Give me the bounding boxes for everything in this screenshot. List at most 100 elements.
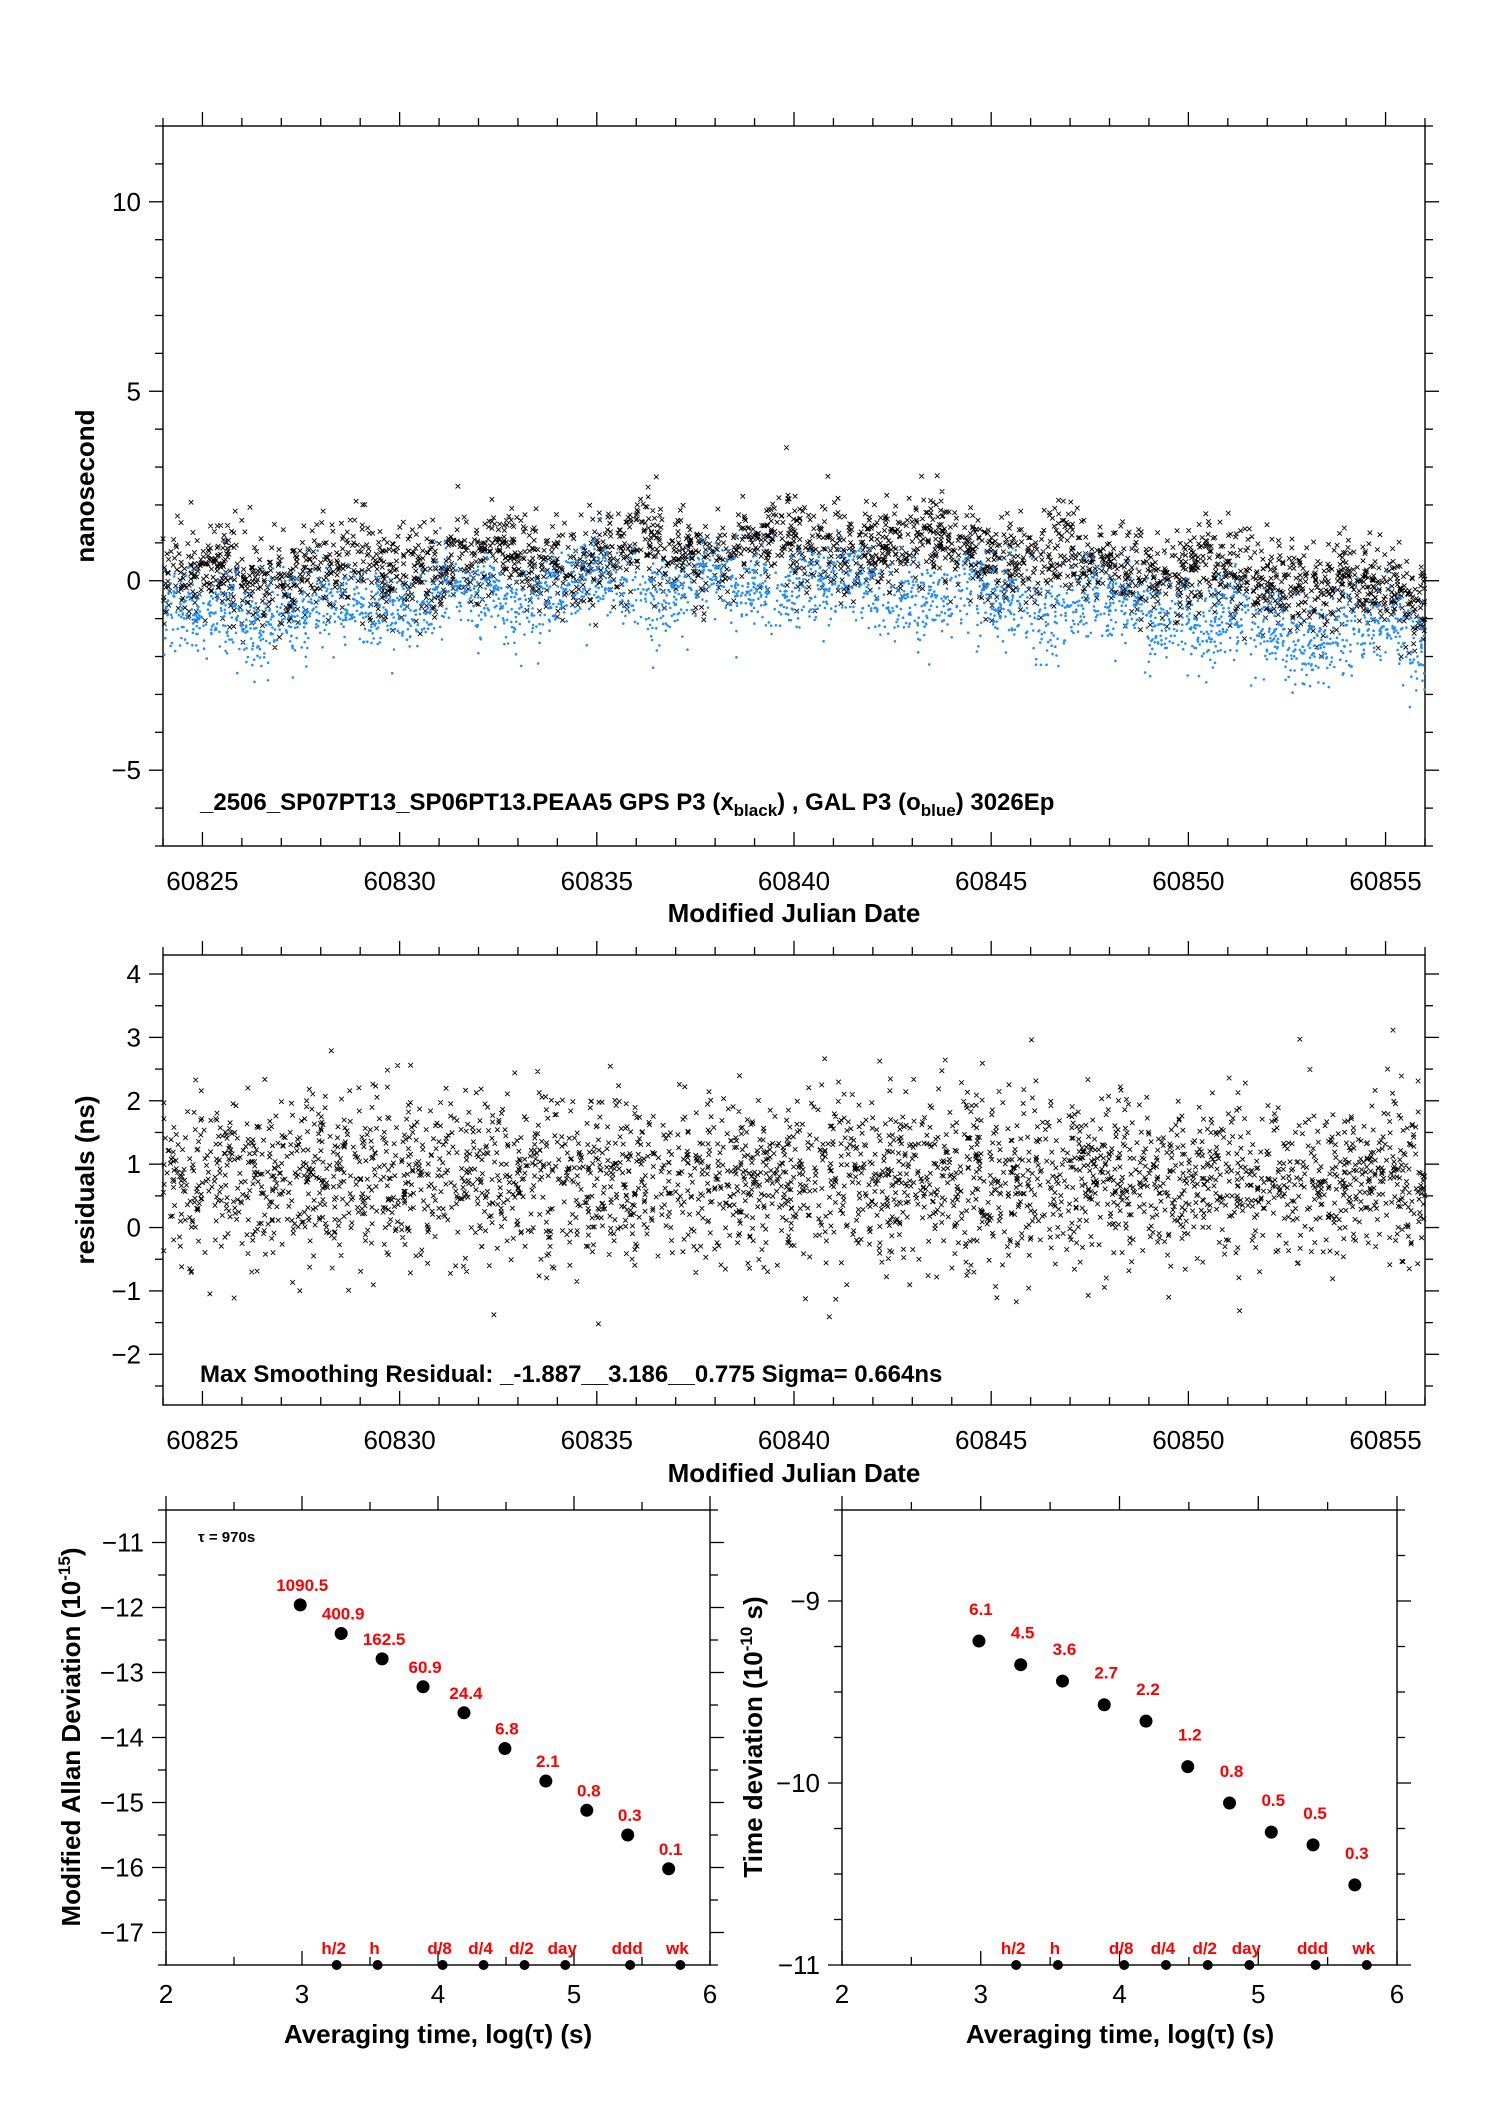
y-tick-label: −14 <box>100 1723 144 1753</box>
x-tick-label: 3 <box>295 1979 309 2009</box>
time-marker-label: d/4 <box>1151 1939 1176 1958</box>
time-marker <box>625 1960 636 1970</box>
time-marker <box>1310 1960 1321 1970</box>
timeseries-title: _2506_SP07PT13_SP06PT13.PEAA5 GPS P3 (xb… <box>199 789 1054 820</box>
time-marker-label: day <box>1232 1939 1262 1958</box>
x-tick-label: 60845 <box>955 1425 1027 1455</box>
timeseries-xlabel: Modified Julian Date <box>668 898 921 928</box>
deviation-point <box>1139 1714 1153 1728</box>
title-sub-blue: blue <box>921 801 956 820</box>
y-tick-label: −15 <box>100 1788 144 1818</box>
deviation-point <box>972 1634 986 1648</box>
title-sub-black: black <box>734 801 778 820</box>
time-marker-label: d/4 <box>468 1939 493 1958</box>
x-tick-label: 60850 <box>1152 866 1224 896</box>
deviation-point <box>1055 1674 1069 1688</box>
title-part-2: ) , GAL P3 (o <box>777 789 921 816</box>
deviation-point <box>621 1828 635 1842</box>
time-marker <box>372 1960 383 1970</box>
time-marker <box>519 1960 530 1970</box>
point-label: 3.6 <box>1053 1640 1077 1659</box>
y-tick-label: 0 <box>127 1213 141 1243</box>
time-marker-label: d/8 <box>427 1939 452 1958</box>
y-tick-label: 2 <box>127 1086 141 1116</box>
x-tick-label: 60825 <box>166 866 238 896</box>
deviation-point <box>539 1774 553 1788</box>
mdev-tau-annotation: τ = 970s <box>198 1529 255 1546</box>
point-label: 0.8 <box>577 1781 601 1800</box>
y-tick-label: −10 <box>776 1768 820 1798</box>
x-tick-label: 5 <box>567 1979 581 2009</box>
time-marker <box>1052 1960 1063 1970</box>
point-label: 6.1 <box>969 1600 993 1619</box>
point-label: 162.5 <box>363 1630 406 1649</box>
y-tick-label: 3 <box>127 1022 141 1052</box>
y-tick-label: −1 <box>111 1276 141 1306</box>
time-marker-label: wk <box>665 1939 689 1958</box>
title-part-1: _2506_SP07PT13_SP06PT13.PEAA5 GPS P3 (x <box>199 789 734 816</box>
y-tick-label: −12 <box>100 1593 144 1623</box>
time-marker <box>437 1960 448 1970</box>
time-marker <box>560 1960 571 1970</box>
deviation-point <box>457 1706 471 1720</box>
x-tick-label: 6 <box>703 1979 717 2009</box>
tdev-ylabel-exp: -10 <box>737 1627 756 1652</box>
time-marker-label: ddd <box>1297 1939 1328 1958</box>
tdev-ylabel-end: s) <box>738 1596 768 1626</box>
time-marker <box>1202 1960 1213 1970</box>
timeseries-plot-frame <box>162 125 1426 847</box>
deviation-point <box>1097 1698 1111 1712</box>
x-tick-label: 60830 <box>363 866 435 896</box>
mdev-panel: 2 3 4 5 6 −17 −16 −15 −14 −13 −12 −11 1090.5 400.9 1… <box>55 1496 724 2049</box>
time-marker-label: h <box>1050 1939 1060 1958</box>
deviation-point <box>375 1652 389 1666</box>
x-tick-label: 60840 <box>758 1425 830 1455</box>
time-marker-label: wk <box>1351 1939 1375 1958</box>
point-label: 4.5 <box>1011 1624 1035 1643</box>
point-label: 24.4 <box>449 1684 483 1703</box>
deviation-point <box>334 1627 348 1640</box>
time-marker-label: d/2 <box>1192 1939 1217 1958</box>
y-tick-label: −2 <box>111 1339 141 1369</box>
x-tick-label: 2 <box>159 1979 173 2009</box>
tdev-xlabel: Averaging time, log(τ) (s) <box>966 2019 1274 2049</box>
deviation-point <box>1223 1796 1237 1810</box>
point-label: 2.7 <box>1094 1664 1118 1683</box>
y-tick-label: −9 <box>790 1586 820 1616</box>
title-part-3: ) 3026Ep <box>956 789 1055 816</box>
x-tick-label: 60825 <box>166 1425 238 1455</box>
x-tick-label: 4 <box>431 1979 445 2009</box>
point-label: 0.1 <box>659 1840 683 1859</box>
y-tick-label: −5 <box>111 755 141 785</box>
x-tick-label: 60850 <box>1152 1425 1224 1455</box>
deviation-point <box>1348 1878 1362 1892</box>
x-tick-label: 5 <box>1251 1979 1265 2009</box>
deviation-point <box>1181 1760 1195 1774</box>
time-marker-label: h/2 <box>321 1939 346 1958</box>
time-marker-label: h/2 <box>1001 1939 1026 1958</box>
point-label: 1090.5 <box>276 1576 328 1595</box>
y-tick-label: −13 <box>100 1658 144 1688</box>
residuals-ylabel: residuals (ns) <box>70 1095 100 1264</box>
time-marker <box>1160 1960 1171 1970</box>
time-marker <box>1011 1960 1022 1970</box>
time-marker <box>1119 1960 1130 1970</box>
y-tick-label: 1 <box>127 1149 141 1179</box>
x-tick-label: 3 <box>974 1979 988 2009</box>
residuals-annotation: Max Smoothing Residual: _-1.887__3.186__… <box>200 1361 942 1388</box>
x-tick-label: 60835 <box>561 1425 633 1455</box>
deviation-point <box>293 1598 307 1612</box>
y-tick-label: 0 <box>127 566 141 596</box>
point-label: 0.5 <box>1303 1804 1327 1823</box>
deviation-point <box>1014 1658 1028 1672</box>
residuals-panel: 60825 60830 60835 60840 60845 60850 60855 −2 −1… <box>70 941 1439 1488</box>
mdev-ylabel-exp: -15 <box>55 1556 74 1581</box>
deviation-point <box>1264 1825 1278 1839</box>
x-tick-label: 60855 <box>1349 1425 1421 1455</box>
time-marker <box>331 1960 342 1970</box>
x-tick-label: 60855 <box>1349 866 1421 896</box>
tdev-ylabel-main: Time deviation (10 <box>738 1651 768 1877</box>
residual-points <box>160 1027 1428 1327</box>
time-marker <box>1361 1960 1372 1970</box>
